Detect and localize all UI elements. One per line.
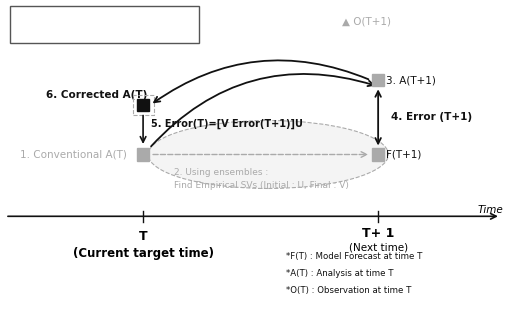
Text: (Next time): (Next time) — [349, 243, 408, 252]
Text: (1-3) Forward propagation: (1-3) Forward propagation — [18, 14, 155, 24]
Text: (Current target time): (Current target time) — [73, 247, 214, 260]
Text: T: T — [139, 230, 147, 243]
Bar — [372, 148, 384, 161]
Bar — [137, 148, 149, 161]
Bar — [137, 99, 149, 111]
Text: 4. Error (T+1): 4. Error (T+1) — [391, 112, 472, 122]
Bar — [133, 95, 153, 116]
Text: Time: Time — [478, 205, 503, 215]
Bar — [10, 6, 199, 43]
Text: 6. Corrected A(T): 6. Corrected A(T) — [46, 91, 147, 100]
Text: F(T+1): F(T+1) — [386, 150, 421, 159]
Text: (4-6) Backward propagation: (4-6) Backward propagation — [18, 25, 194, 35]
Text: ▲ O(T+1): ▲ O(T+1) — [342, 17, 391, 27]
Bar — [372, 74, 384, 87]
Text: *F(T) : Model Forecast at time T: *F(T) : Model Forecast at time T — [286, 252, 423, 261]
Text: 2. Using ensembles :: 2. Using ensembles : — [174, 168, 268, 177]
Text: 5. Error(T)=[V Error(T+1)]U: 5. Error(T)=[V Error(T+1)]U — [151, 118, 303, 129]
Text: 1. Conventional A(T): 1. Conventional A(T) — [20, 150, 127, 159]
Text: 3. A(T+1): 3. A(T+1) — [386, 75, 436, 85]
Text: Find Empirical SVs (Initial : U, Final : V): Find Empirical SVs (Initial : U, Final :… — [174, 181, 349, 190]
Ellipse shape — [148, 121, 388, 188]
Text: *O(T) : Observation at time T: *O(T) : Observation at time T — [286, 286, 411, 295]
Text: *A(T) : Analysis at time T: *A(T) : Analysis at time T — [286, 269, 393, 278]
Text: T+ 1: T+ 1 — [362, 227, 394, 240]
